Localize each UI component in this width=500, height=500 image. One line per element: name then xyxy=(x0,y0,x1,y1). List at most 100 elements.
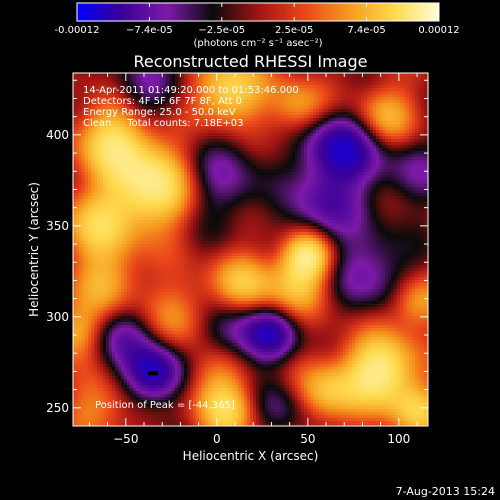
heatmap-cell xyxy=(232,97,236,101)
heatmap-cell xyxy=(142,142,146,146)
heatmap-cell xyxy=(166,106,170,110)
heatmap-cell xyxy=(157,103,161,107)
heatmap-cell xyxy=(268,100,272,104)
heatmap-cell xyxy=(391,112,395,116)
heatmap-cell xyxy=(364,106,368,110)
heatmap-cell xyxy=(190,178,194,182)
heatmap-cell xyxy=(115,127,119,131)
heatmap-cell xyxy=(121,82,125,86)
heatmap-cell xyxy=(241,178,245,182)
heatmap-cell xyxy=(229,106,233,110)
heatmap-cell xyxy=(325,106,329,110)
heatmap-cell xyxy=(337,127,341,131)
heatmap-cell xyxy=(328,130,332,134)
heatmap-cell xyxy=(202,169,206,173)
heatmap-cell xyxy=(340,100,344,104)
heatmap-cell xyxy=(322,175,326,179)
heatmap-cell xyxy=(424,94,428,98)
heatmap-cell xyxy=(352,169,356,173)
heatmap-cell xyxy=(376,124,380,128)
heatmap-cell xyxy=(292,193,296,197)
heatmap-cell xyxy=(130,157,134,161)
heatmap-cell xyxy=(355,109,359,113)
heatmap-cell xyxy=(385,136,389,140)
heatmap-cell xyxy=(340,85,344,89)
heatmap-cell xyxy=(196,91,200,95)
heatmap-cell xyxy=(91,118,95,122)
heatmap-cell xyxy=(136,178,140,182)
heatmap-cell xyxy=(133,118,137,122)
heatmap-cell xyxy=(361,187,365,191)
heatmap-cell xyxy=(343,166,347,170)
heatmap-cell xyxy=(235,97,239,101)
heatmap-cell xyxy=(136,169,140,173)
heatmap-cell xyxy=(205,178,209,182)
heatmap-cell xyxy=(364,157,368,161)
heatmap-cell xyxy=(226,181,230,185)
heatmap-cell xyxy=(385,73,389,77)
heatmap-cell xyxy=(313,148,317,152)
heatmap-cell xyxy=(238,154,242,158)
heatmap-cell xyxy=(265,133,269,137)
heatmap-cell xyxy=(184,124,188,128)
heatmap-cell xyxy=(151,181,155,185)
heatmap-cell xyxy=(373,136,377,140)
heatmap-cell xyxy=(358,154,362,158)
heatmap-cell xyxy=(361,196,365,200)
heatmap-cell xyxy=(202,184,206,188)
heatmap-cell xyxy=(166,169,170,173)
heatmap-cell xyxy=(85,76,89,80)
heatmap-cell xyxy=(220,154,224,158)
heatmap-cell xyxy=(175,166,179,170)
heatmap-cell xyxy=(262,109,266,113)
heatmap-cell xyxy=(190,127,194,131)
heatmap-cell xyxy=(115,169,119,173)
heatmap-cell xyxy=(367,118,371,122)
heatmap-cell xyxy=(409,112,413,116)
heatmap-cell xyxy=(418,106,422,110)
heatmap-cell xyxy=(109,169,113,173)
heatmap-cell xyxy=(394,106,398,110)
heatmap-cell xyxy=(250,97,254,101)
heatmap-cell xyxy=(382,94,386,98)
heatmap-cell xyxy=(199,115,203,119)
heatmap-cell xyxy=(130,79,134,83)
heatmap-cell xyxy=(340,88,344,92)
heatmap-cell xyxy=(220,91,224,95)
heatmap-cell xyxy=(292,181,296,185)
heatmap-cell xyxy=(166,187,170,191)
heatmap-cell xyxy=(400,172,404,176)
heatmap-cell xyxy=(88,100,92,104)
heatmap-cell xyxy=(355,169,359,173)
heatmap-cell xyxy=(409,100,413,104)
heatmap-cell xyxy=(178,142,182,146)
heatmap-cell xyxy=(220,115,224,119)
heatmap-cell xyxy=(364,160,368,164)
heatmap-cell xyxy=(391,127,395,131)
heatmap-cell xyxy=(223,187,227,191)
heatmap-cell xyxy=(82,94,86,98)
heatmap-cell xyxy=(286,193,290,197)
heatmap-cell xyxy=(289,112,293,116)
heatmap-cell xyxy=(328,88,332,92)
heatmap-cell xyxy=(91,181,95,185)
heatmap-cell xyxy=(301,97,305,101)
heatmap-cell xyxy=(289,88,293,92)
heatmap-cell xyxy=(73,187,77,191)
heatmap-cell xyxy=(178,172,182,176)
heatmap-cell xyxy=(343,160,347,164)
heatmap-cell xyxy=(319,172,323,176)
heatmap-cell xyxy=(319,178,323,182)
heatmap-cell xyxy=(232,166,236,170)
heatmap-cell xyxy=(112,181,116,185)
heatmap-cell xyxy=(133,136,137,140)
heatmap-cell xyxy=(154,106,158,110)
heatmap-cell xyxy=(352,163,356,167)
heatmap-cell xyxy=(253,79,257,83)
heatmap-cell xyxy=(295,124,299,128)
heatmap-cell xyxy=(352,136,356,140)
heatmap-cell xyxy=(178,187,182,191)
heatmap-cell xyxy=(139,178,143,182)
heatmap-cell xyxy=(316,118,320,122)
heatmap-cell xyxy=(190,73,194,77)
